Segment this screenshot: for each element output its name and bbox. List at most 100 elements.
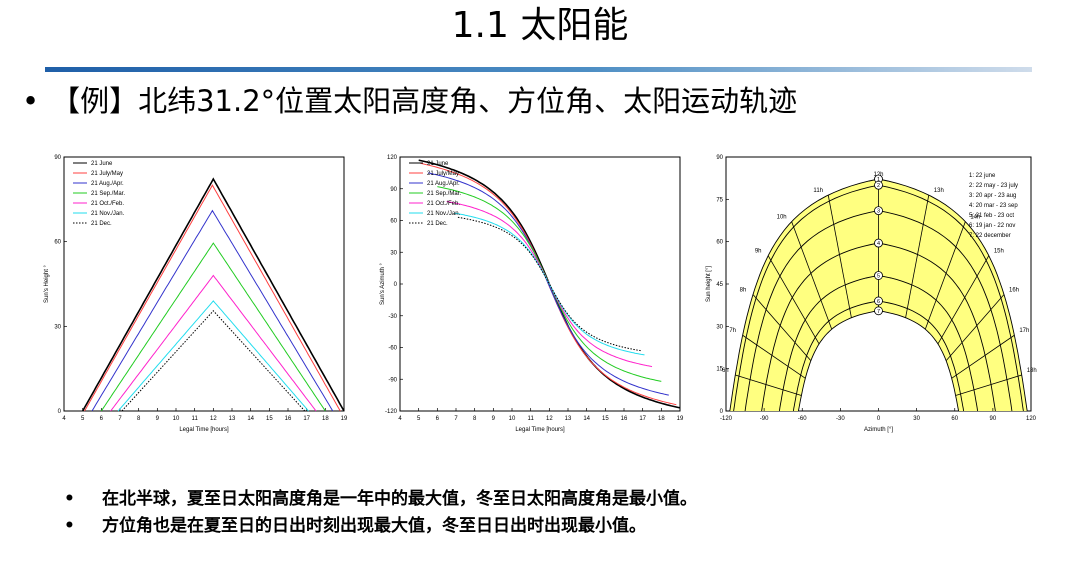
y-tick-label: 90: [716, 155, 723, 161]
x-axis-label: Azimuth [°]: [864, 427, 893, 433]
y-tick-label: -60: [388, 346, 397, 352]
hour-label: 15h: [994, 249, 1004, 255]
sun-azimuth-chart-svg: 4 5 6 7 8 9 10 11 12 13 14 15 16 17 18 19 -120 -90 -60 -30 0…: [380, 155, 684, 433]
x-tick-label: 0: [877, 416, 881, 422]
series-line-21-aug-apr-: [427, 172, 669, 396]
sun-azimuth-chart: 4 5 6 7 8 9 10 11 12 13 14 15 16 17 18 19 -120 -90 -60 -30 0…: [374, 148, 696, 438]
date-marker: [874, 271, 883, 280]
y-tick-label: 60: [54, 240, 61, 246]
title-underline: [45, 67, 1032, 72]
x-tick-label: 16: [285, 416, 292, 422]
hour-line: [951, 334, 1015, 379]
date-marker: [874, 296, 883, 306]
legend-label: 21 Nov./Jan.: [91, 211, 125, 217]
y-tick-label: 60: [390, 219, 397, 225]
y-tick-label: 90: [54, 155, 61, 161]
date-marker-label: 7: [877, 309, 880, 315]
sun-path-chart-svg: 6h7h8h9h10h11h12h13h14h15h16h17h18h12345…: [706, 155, 1037, 433]
date-marker-label: 4: [877, 241, 880, 247]
legend-label: 6: 19 jan - 22 nov: [969, 223, 1015, 229]
x-tick-label: 17: [639, 416, 646, 422]
series-line-21-nov-jan-: [454, 212, 645, 356]
legend-label: 4: 20 mar - 23 sep: [969, 203, 1018, 209]
note-item: • 在北半球，夏至日太阳高度角是一年中的最大值，冬至日太阳高度角是最小值。: [64, 486, 697, 513]
x-tick-label: 6: [436, 416, 440, 422]
legend-label: 2: 22 may - 23 july: [969, 183, 1018, 189]
legend-label: 3: 20 apr - 23 aug: [969, 193, 1016, 199]
legend-label: 21 Dec.: [91, 221, 112, 227]
hour-line: [767, 255, 820, 345]
x-tick-label: 6: [100, 416, 104, 422]
hour-label: 11h: [813, 188, 823, 194]
y-tick-label: 30: [390, 250, 397, 256]
date-marker: [874, 206, 883, 216]
y-axis-label: Sun's Height °: [44, 264, 50, 302]
x-tick-label: 4: [62, 416, 66, 422]
x-tick-label: 4: [398, 416, 402, 422]
y-tick-label: 0: [58, 409, 62, 415]
x-tick-label: 10: [173, 416, 180, 422]
hour-line: [735, 374, 802, 396]
hour-line: [937, 255, 990, 345]
hour-line: [752, 294, 812, 361]
note-text: 在北半球，夏至日太阳高度角是一年中的最大值，冬至日太阳高度角是最小值。: [102, 489, 697, 509]
example-heading: • 【例】北纬31.2°位置太阳高度角、方位角、太阳运动轨迹: [22, 82, 797, 120]
legend-label: 21 Sep./Mar.: [91, 191, 125, 197]
plot-frame: [399, 156, 681, 412]
x-tick-label: 18: [322, 416, 329, 422]
hour-label: 16h: [1009, 288, 1019, 294]
legend-label: 5: 21 feb - 23 oct: [969, 213, 1014, 219]
x-tick-label: 18: [658, 416, 665, 422]
hour-label: 6h: [722, 368, 729, 374]
hour-label: 8h: [740, 288, 747, 294]
x-tick-label: 11: [528, 416, 535, 422]
sun-path-chart: 6h7h8h9h10h11h12h13h14h15h16h17h18h12345…: [700, 148, 1045, 438]
sun-height-chart: 4 5 6 7 8 9 10 11 12 13 14 15 16 17 18 19 0 30 60 90 Legal T…: [38, 148, 360, 438]
note-item: • 方位角也是在夏至日的日出时刻出现最大值，冬至日日出时出现最小值。: [64, 513, 697, 540]
series-line-21-dec-: [457, 216, 641, 352]
series-line-21-dec-: [121, 310, 306, 412]
date-marker-label: 5: [877, 274, 880, 280]
x-tick-label: 5: [81, 416, 85, 422]
note-text: 方位角也是在夏至日的日出时刻出现最大值，冬至日日出时出现最小值。: [102, 516, 646, 536]
y-tick-label: -30: [388, 314, 397, 320]
slide-title: 1.1 太阳能: [451, 5, 629, 46]
y-tick-label: 45: [716, 282, 723, 288]
legend-label: 7: 22 december: [969, 233, 1011, 239]
date-marker: [874, 306, 883, 316]
y-tick-label: 0: [394, 282, 398, 288]
x-tick-label: 10: [509, 416, 516, 422]
y-axis-label: Sun's Azimuth °: [380, 262, 386, 304]
x-tick-label: 15: [266, 416, 273, 422]
x-axis-label: Legal Time [hours]: [515, 427, 565, 433]
x-tick-label: 19: [677, 416, 684, 422]
x-tick-label: 16: [621, 416, 628, 422]
date-marker: [874, 180, 883, 190]
x-tick-label: 7: [454, 416, 458, 422]
x-tick-label: 120: [1026, 416, 1037, 422]
x-tick-label: 13: [229, 416, 236, 422]
x-tick-label: 13: [565, 416, 572, 422]
y-tick-label: 15: [716, 367, 723, 373]
legend-label: 21 Aug./Apr.: [427, 181, 460, 187]
series-line-21-nov-jan-: [117, 300, 309, 412]
hour-label: 18h: [1027, 368, 1037, 374]
y-tick-label: 75: [716, 197, 723, 203]
date-marker-label: 2: [877, 183, 880, 189]
x-tick-label: -60: [798, 416, 807, 422]
hour-line: [905, 195, 930, 318]
date-marker: [874, 238, 883, 248]
legend-label: 1: 22 june: [969, 173, 996, 179]
date-marker-label: 6: [877, 299, 880, 305]
hour-label: 10h: [777, 215, 787, 221]
legend-label: 21 Dec.: [427, 221, 448, 227]
y-tick-label: 90: [390, 187, 397, 193]
hour-label: 7h: [729, 328, 736, 334]
legend-label: 21 Oct./Feb.: [91, 201, 124, 207]
x-tick-label: 7: [118, 416, 122, 422]
y-tick-label: 60: [716, 240, 723, 246]
series-line-21-sep-mar-: [100, 242, 326, 412]
y-tick-label: 120: [387, 155, 398, 161]
x-tick-label: 11: [192, 416, 199, 422]
x-tick-label: 14: [583, 416, 590, 422]
